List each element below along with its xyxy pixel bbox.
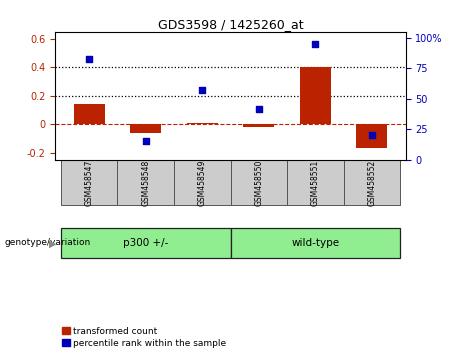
- Bar: [230, 228, 400, 258]
- Text: GSM458548: GSM458548: [141, 159, 150, 206]
- Title: GDS3598 / 1425260_at: GDS3598 / 1425260_at: [158, 18, 303, 31]
- Text: GSM458550: GSM458550: [254, 159, 263, 206]
- Bar: [74, 104, 105, 124]
- Point: [86, 56, 93, 62]
- Text: GSM458551: GSM458551: [311, 159, 320, 206]
- Text: GSM458549: GSM458549: [198, 159, 207, 206]
- Bar: [230, 160, 287, 205]
- Bar: [130, 124, 161, 133]
- Bar: [243, 124, 274, 127]
- Point: [312, 41, 319, 47]
- Bar: [343, 160, 400, 205]
- Point: [142, 138, 149, 144]
- Text: wild-type: wild-type: [291, 238, 339, 249]
- Bar: [61, 160, 118, 205]
- Bar: [356, 124, 387, 148]
- Point: [368, 132, 375, 138]
- Text: p300 +/-: p300 +/-: [123, 238, 168, 249]
- Text: ▶: ▶: [49, 239, 57, 249]
- Point: [199, 87, 206, 93]
- Bar: [300, 67, 331, 124]
- Bar: [187, 123, 218, 124]
- Bar: [118, 160, 174, 205]
- Bar: [174, 160, 230, 205]
- Point: [255, 106, 262, 112]
- Bar: [61, 228, 230, 258]
- Bar: [287, 160, 343, 205]
- Legend: transformed count, percentile rank within the sample: transformed count, percentile rank withi…: [60, 325, 228, 349]
- Text: GSM458552: GSM458552: [367, 159, 376, 206]
- Text: genotype/variation: genotype/variation: [5, 238, 91, 247]
- Text: GSM458547: GSM458547: [85, 159, 94, 206]
